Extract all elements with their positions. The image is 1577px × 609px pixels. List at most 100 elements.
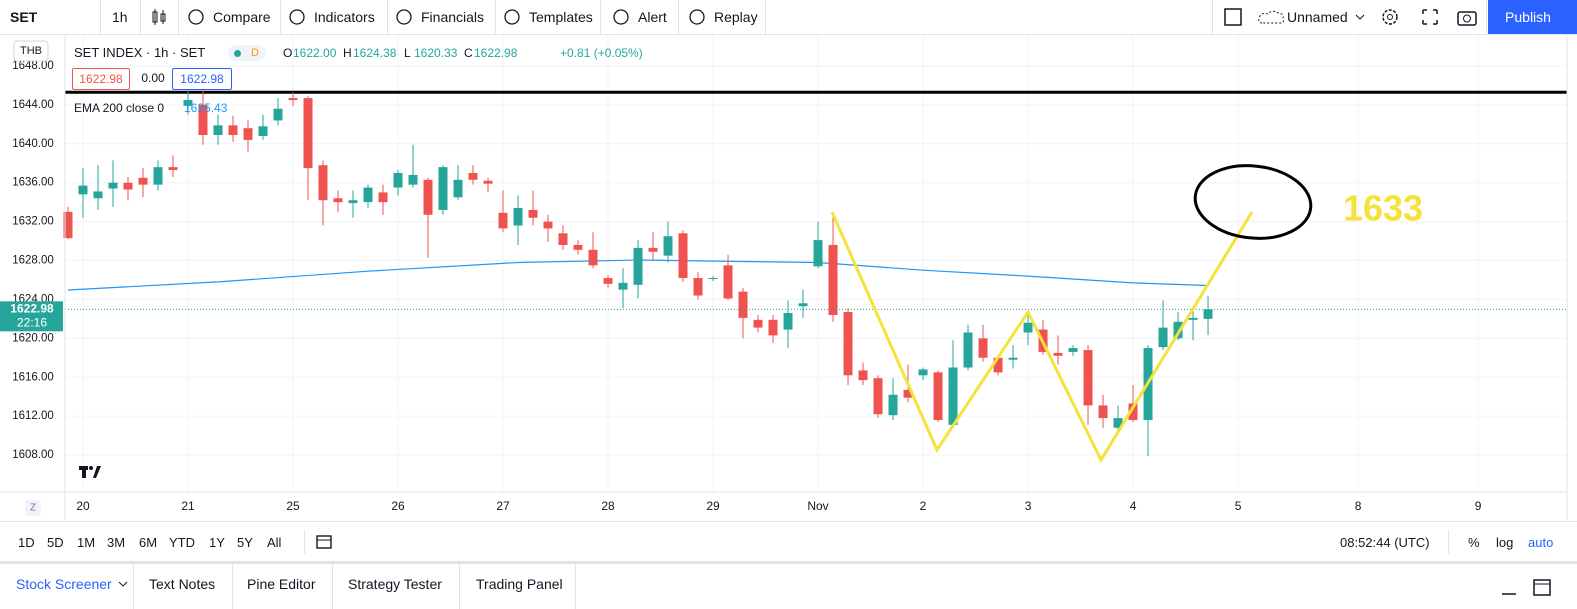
toolbar-icon[interactable] <box>612 8 630 26</box>
scale-option[interactable]: auto <box>1528 535 1554 550</box>
panel-tab[interactable]: Pine Editor <box>247 576 316 592</box>
separator <box>387 0 388 34</box>
y-tick-label: 1620.00 <box>12 332 54 344</box>
toolbar-button[interactable]: Financials <box>421 9 485 25</box>
candle-body <box>93 191 103 199</box>
separator <box>1212 0 1213 34</box>
toolbar-button[interactable]: Templates <box>529 9 593 25</box>
candle-body <box>963 332 973 368</box>
x-tick-label: 4 <box>1130 499 1137 513</box>
candle-body <box>543 221 553 229</box>
currency[interactable]: THB <box>20 45 42 57</box>
candle-body <box>558 233 568 245</box>
toolbar-icon[interactable] <box>395 8 413 26</box>
toolbar-button[interactable]: Compare <box>213 9 271 25</box>
symbol[interactable]: SET <box>10 9 38 25</box>
panel-tab[interactable]: Strategy Tester <box>348 576 442 592</box>
candle-body <box>873 378 883 415</box>
toolbar-button[interactable]: Indicators <box>314 9 375 25</box>
scale-mode-box[interactable] <box>25 500 41 516</box>
candle-body <box>798 303 808 307</box>
trade-box[interactable]: 1622.98 <box>72 68 130 90</box>
y-tick-label: 1608.00 <box>12 449 54 461</box>
trade-box[interactable]: 1622.98 <box>172 68 232 90</box>
toolbar-icon[interactable] <box>503 8 521 26</box>
ohlc-label: L <box>404 46 411 60</box>
scale-mode[interactable]: Z <box>30 503 36 514</box>
y-tick-label: 1640.00 <box>12 138 54 150</box>
candle-body <box>588 249 598 266</box>
range-button[interactable]: 1Y <box>209 535 225 550</box>
candle-body <box>123 182 133 190</box>
range-button[interactable]: 6M <box>139 535 158 550</box>
x-tick-label: 2 <box>920 499 927 513</box>
panel-tab[interactable]: Text Notes <box>149 576 216 592</box>
toolbar-icon[interactable] <box>288 8 306 26</box>
candle-body <box>783 313 793 330</box>
price-badge-value: 1622.98 <box>10 302 54 316</box>
range-button[interactable]: 3M <box>107 535 126 550</box>
publish-label[interactable]: Publish <box>1505 9 1551 25</box>
candle-body <box>813 240 823 267</box>
y-tick-label: 1636.00 <box>12 177 54 189</box>
candle-body <box>1053 352 1063 356</box>
y-tick-label: 1612.00 <box>12 410 54 422</box>
candle-body <box>183 100 193 106</box>
panel-icons <box>1502 579 1551 596</box>
layout-name[interactable]: Unnamed <box>1287 9 1348 25</box>
panel-tab[interactable]: Stock Screener <box>16 576 112 592</box>
separator <box>495 0 496 34</box>
ohlc-value: 1624.38 <box>353 46 397 60</box>
x-tick-label: 8 <box>1355 499 1362 513</box>
range-button[interactable]: 1M <box>77 535 96 550</box>
range-button[interactable]: 5Y <box>237 535 253 550</box>
toolbar-icon[interactable] <box>187 8 205 26</box>
tab-caret[interactable] <box>118 581 128 589</box>
candle-body <box>498 212 508 229</box>
toolbar-icon[interactable] <box>688 8 706 26</box>
candle-body <box>633 247 643 285</box>
publish-button[interactable] <box>1488 0 1577 34</box>
currency-box[interactable] <box>13 40 49 62</box>
trade-box[interactable]: 0.00 <box>136 68 170 88</box>
candle-body <box>618 282 628 290</box>
x-tick-label: 21 <box>181 499 195 513</box>
candle-body <box>708 278 718 280</box>
candle-body <box>1068 348 1078 352</box>
range-button[interactable]: 1D <box>18 535 35 550</box>
chart-style-icon[interactable] <box>150 7 168 27</box>
range-button[interactable]: 5D <box>47 535 64 550</box>
panel-tab[interactable]: Trading Panel <box>476 576 563 592</box>
separator <box>280 0 281 34</box>
legend-title: SET INDEX · 1h · SET <box>74 45 206 60</box>
candle-body <box>828 244 838 315</box>
range-button[interactable]: YTD <box>169 535 195 550</box>
candle-body <box>918 369 928 376</box>
x-tick-label: Nov <box>807 499 828 513</box>
candle-body <box>693 278 703 296</box>
candle-body <box>78 185 88 195</box>
toolbar-button[interactable]: Replay <box>714 9 758 25</box>
indicator-value: 1625.43 <box>184 101 228 115</box>
circle-drawing <box>1193 164 1313 240</box>
y-tick-label: 1616.00 <box>12 371 54 383</box>
candle-body <box>1023 322 1033 333</box>
candle-body <box>768 319 778 336</box>
price-badge-time: 22:16 <box>17 316 47 330</box>
date-range-icon[interactable] <box>315 533 335 551</box>
market-badge: D <box>251 47 259 59</box>
toolbar-button[interactable]: Alert <box>638 9 667 25</box>
x-tick-label: 29 <box>706 499 720 513</box>
range-button[interactable]: All <box>267 535 282 550</box>
scale-option[interactable]: % <box>1468 535 1480 550</box>
candle-body <box>678 233 688 279</box>
candle-body <box>723 265 733 299</box>
interval[interactable]: 1h <box>112 9 128 25</box>
candle-body <box>978 338 988 358</box>
scale-option[interactable]: log <box>1496 535 1514 550</box>
separator <box>178 0 179 34</box>
candle-body <box>483 180 493 184</box>
candle-body <box>243 128 253 140</box>
x-tick-label: 20 <box>76 499 90 513</box>
candle-body <box>753 319 763 328</box>
